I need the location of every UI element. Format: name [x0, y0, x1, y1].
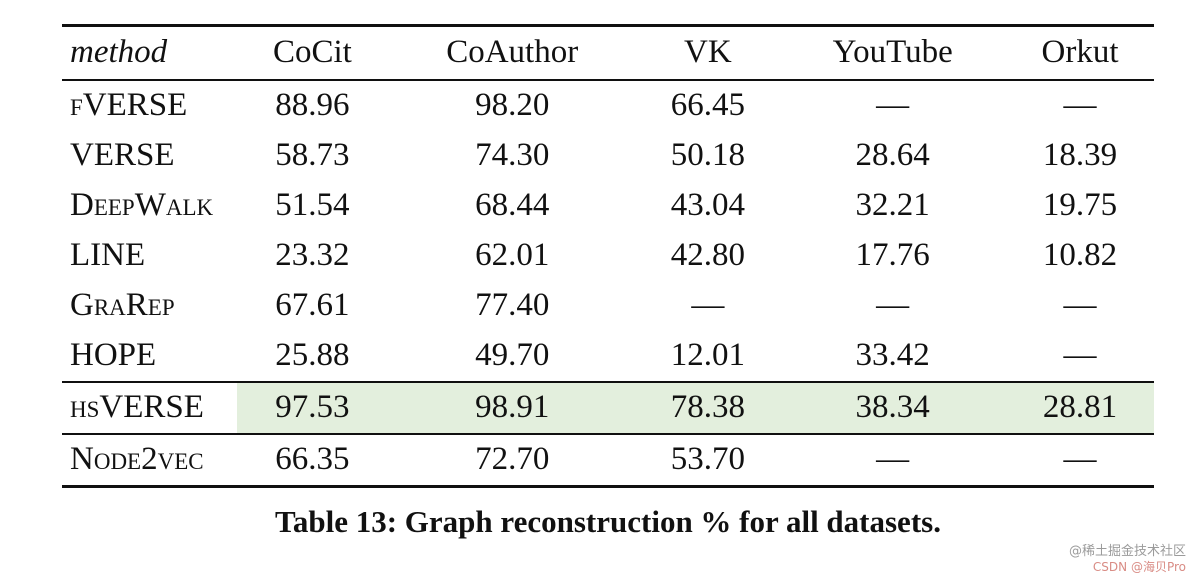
value-cell: — — [876, 87, 910, 123]
value-cell: 25.88 — [275, 337, 350, 373]
value-cell: — — [1063, 287, 1097, 323]
value-cell: 42.80 — [670, 237, 745, 273]
value-cell: 10.82 — [1042, 237, 1118, 273]
method-cell: Node2vec — [70, 441, 204, 477]
method-cell: GraRep — [70, 287, 175, 323]
watermark: @稀土掘金技术社区 CSDN @海贝Pro — [1069, 544, 1186, 576]
value-cell: 68.44 — [475, 187, 550, 223]
watermark-line-1: @稀土掘金技术社区 — [1068, 543, 1186, 559]
value-cell: 97.53 — [236, 381, 389, 434]
value-cell: 74.30 — [475, 137, 550, 173]
table-row: fVERSE 88.96 98.20 66.45 — — — [62, 80, 1154, 131]
column-header-youtube: YouTube — [832, 34, 953, 71]
column-header-method: method — [70, 34, 168, 71]
value-cell: 38.34 — [779, 381, 1007, 434]
value-cell: 98.91 — [388, 381, 637, 434]
value-cell: 50.18 — [670, 137, 745, 173]
results-table: method CoCit CoAuthor VK YouTube Orkut f… — [62, 24, 1154, 488]
table-caption: Table 13: Graph reconstruction % for all… — [275, 503, 941, 539]
table-row: VERSE 58.73 74.30 50.18 28.64 18.39 — [62, 131, 1154, 181]
value-cell: 18.39 — [1042, 137, 1118, 173]
value-cell: 66.35 — [275, 441, 350, 477]
watermark-line-2: CSDN @海贝Pro — [1092, 560, 1186, 575]
method-cell: fVERSE — [70, 87, 188, 123]
method-cell: VERSE — [70, 137, 175, 173]
value-cell: 88.96 — [275, 87, 350, 123]
value-cell: 98.20 — [475, 87, 550, 123]
value-cell: — — [1063, 87, 1097, 123]
value-cell: 53.70 — [670, 441, 745, 477]
value-cell: 32.21 — [855, 187, 930, 223]
table-row: Node2vec 66.35 72.70 53.70 — — — [62, 434, 1154, 487]
value-cell: — — [876, 287, 910, 323]
method-cell: DeepWalk — [70, 187, 214, 223]
value-cell: 17.76 — [855, 237, 930, 273]
value-cell: 23.32 — [275, 237, 350, 273]
column-header-cocit: CoCit — [272, 34, 352, 71]
method-cell: hsVERSE — [70, 389, 204, 425]
value-cell: 33.42 — [855, 337, 930, 373]
value-cell: 78.38 — [636, 381, 780, 434]
value-cell: 77.40 — [475, 287, 550, 323]
column-header-orkut: Orkut — [1041, 34, 1119, 71]
value-cell: 67.61 — [275, 287, 350, 323]
value-cell: 28.64 — [855, 137, 930, 173]
value-cell: 12.01 — [670, 337, 745, 373]
table-row: DeepWalk 51.54 68.44 43.04 32.21 19.75 — [62, 181, 1154, 231]
value-cell: 49.70 — [475, 337, 550, 373]
table-row: GraRep 67.61 77.40 — — — — [62, 281, 1154, 331]
value-cell: 19.75 — [1042, 187, 1118, 223]
value-cell: 62.01 — [475, 237, 550, 273]
value-cell: — — [1063, 441, 1097, 477]
header-row: method CoCit CoAuthor VK YouTube Orkut — [62, 26, 1154, 80]
value-cell: 72.70 — [475, 441, 550, 477]
table-row: HOPE 25.88 49.70 12.01 33.42 — — [62, 331, 1154, 382]
results-table-container: method CoCit CoAuthor VK YouTube Orkut f… — [62, 24, 1154, 540]
value-cell: 58.73 — [275, 137, 350, 173]
value-cell: 43.04 — [670, 187, 745, 223]
table-row: LINE 23.32 62.01 42.80 17.76 10.82 — [62, 231, 1154, 281]
value-cell: 51.54 — [275, 187, 350, 223]
value-cell: 28.81 — [1006, 381, 1154, 434]
column-header-vk: VK — [684, 34, 732, 71]
column-header-coauthor: CoAuthor — [446, 34, 579, 71]
value-cell: — — [691, 287, 725, 323]
value-cell: — — [876, 441, 910, 477]
value-cell: 66.45 — [670, 87, 745, 123]
table-row-highlighted: hsVERSE 97.53 98.91 78.38 38.34 28.81 — [62, 381, 1154, 434]
method-cell: HOPE — [70, 337, 157, 373]
method-cell: LINE — [70, 237, 146, 273]
value-cell: — — [1063, 337, 1097, 373]
